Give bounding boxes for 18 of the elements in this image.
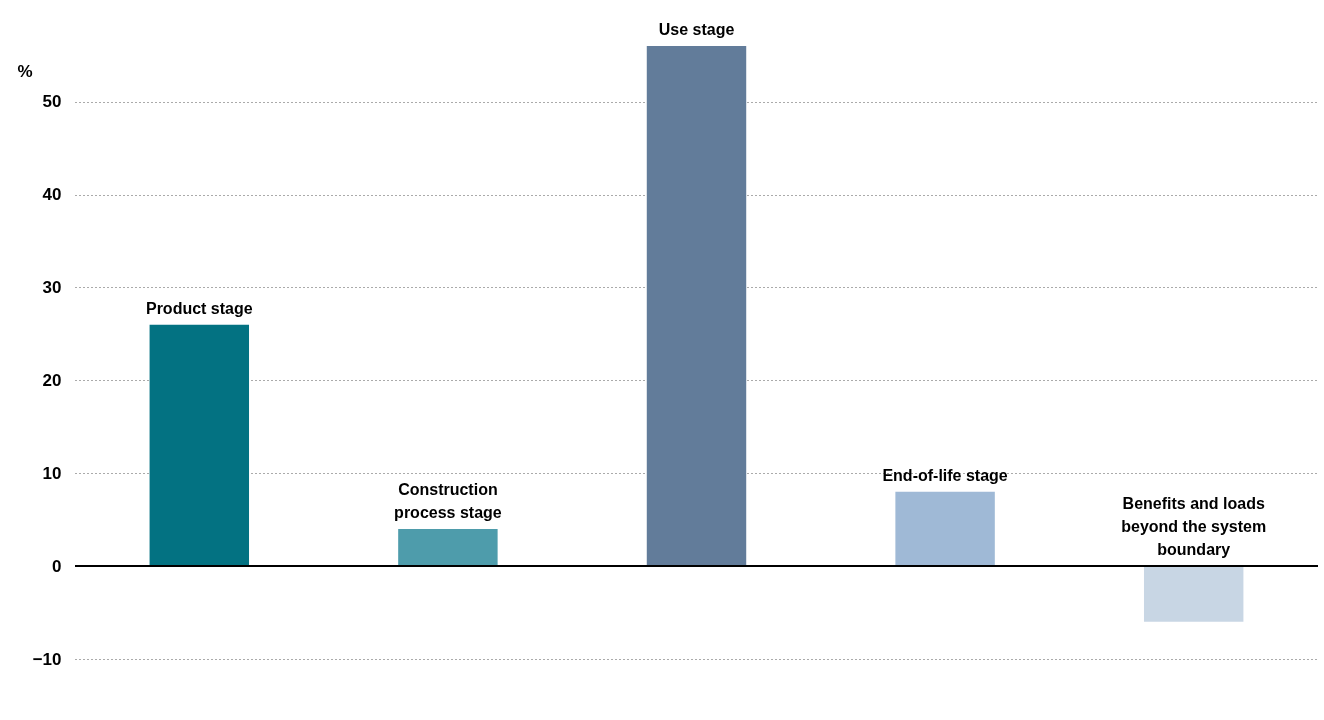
y-tick-label: 50 <box>42 92 62 112</box>
y-tick-label: 10 <box>42 463 62 483</box>
bar <box>646 46 747 567</box>
bar <box>149 324 250 567</box>
y-tick-label: 20 <box>42 370 62 390</box>
bar <box>398 528 498 567</box>
y-tick-label: 30 <box>42 277 62 297</box>
x-tick-label: Construction process stage <box>394 480 502 521</box>
x-tick-label: Use stage <box>658 21 735 38</box>
x-tick-label: End-of-life stage <box>882 466 1008 484</box>
y-tick-label: 0 <box>52 556 62 576</box>
x-tick-label: Product stage <box>145 299 253 317</box>
bar <box>895 491 995 567</box>
x-tick-label: Benefits and loads beyond the system boundary <box>1121 495 1267 559</box>
bar <box>1143 566 1244 622</box>
y-axis-title: % <box>17 61 33 81</box>
y-tick-label: 40 <box>42 185 62 205</box>
y-tick-label: −10 <box>32 649 62 669</box>
